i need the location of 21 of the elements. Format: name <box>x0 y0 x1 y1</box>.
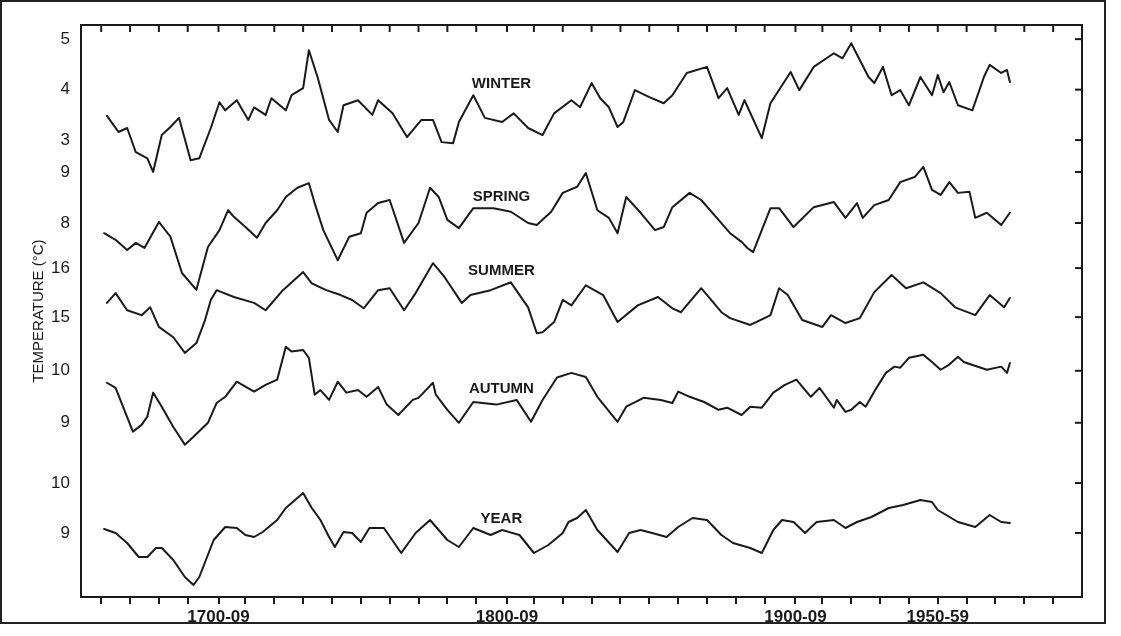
x-tick-label: 1950-59 <box>906 606 969 626</box>
x-tick-label: 1700-09 <box>187 606 250 626</box>
y-tick-label: 10 <box>51 472 70 492</box>
x-tick-label: 1800-09 <box>475 606 539 626</box>
y-tick-label: 5 <box>60 28 70 48</box>
y-tick-label: 9 <box>60 522 70 542</box>
y-tick-label: 4 <box>60 79 70 99</box>
y-tick-label: 15 <box>51 306 70 326</box>
series-label: YEAR <box>480 509 523 526</box>
series-label: WINTER <box>471 74 532 92</box>
y-tick-label: 16 <box>51 257 70 277</box>
y-tick-label: 3 <box>60 129 70 149</box>
y-tick-label: 8 <box>60 212 70 232</box>
series-label: SUMMER <box>468 261 535 279</box>
y-tick-label: 9 <box>60 161 70 181</box>
x-tick-label: 1900-09 <box>764 606 827 626</box>
series-label: AUTUMN <box>468 378 534 396</box>
y-axis-title: TEMPERATURE (°C) <box>29 239 47 383</box>
series-label: SPRING <box>472 187 531 205</box>
y-tick-label: 10 <box>51 360 70 380</box>
y-tick-label: 9 <box>60 412 70 432</box>
